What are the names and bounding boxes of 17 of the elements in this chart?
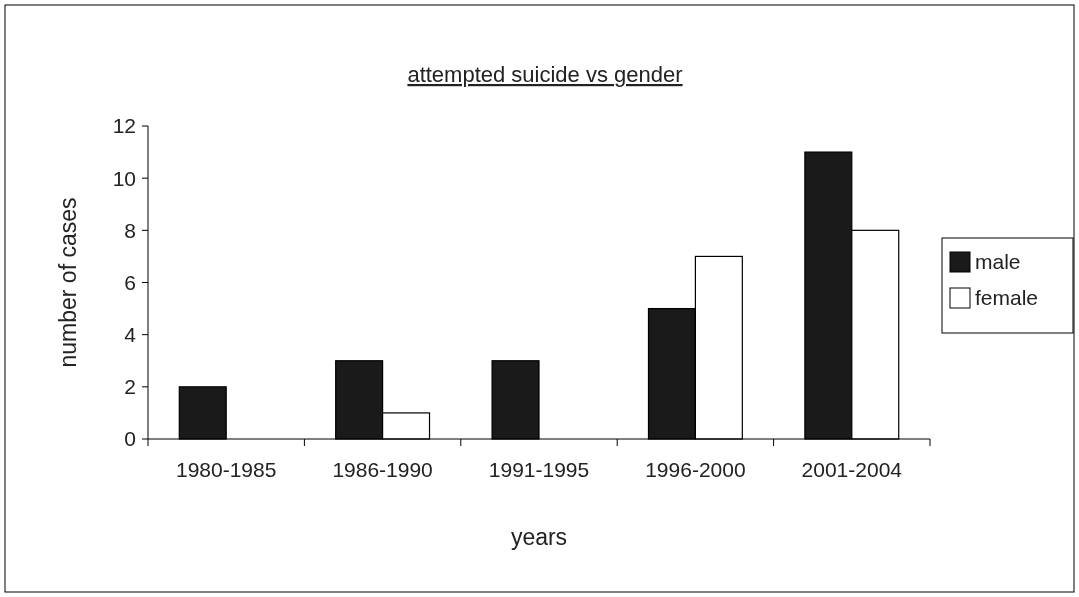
y-tick-label: 10	[112, 166, 136, 190]
chart-title: attempted suicide vs gender	[407, 62, 683, 87]
legend-label: male	[975, 250, 1021, 274]
y-tick-label: 0	[124, 427, 136, 451]
y-tick-label: 4	[124, 323, 137, 347]
y-tick-label: 2	[124, 375, 136, 399]
x-tick-label: 1980-1985	[175, 458, 277, 481]
x-tick-label: 1986-1990	[332, 458, 433, 481]
x-tick-label: 1991-1995	[488, 458, 590, 481]
x-tick-label: 2001-2004	[801, 458, 903, 481]
legend-label: female	[975, 286, 1039, 310]
y-tick-label: 12	[112, 114, 136, 138]
y-tick-label: 8	[124, 218, 136, 242]
x-axis-title: years	[510, 524, 568, 550]
x-tick-label: 1996-2000	[645, 458, 746, 481]
y-axis-title: number of cases	[55, 197, 81, 368]
y-tick-label: 6	[124, 270, 136, 294]
